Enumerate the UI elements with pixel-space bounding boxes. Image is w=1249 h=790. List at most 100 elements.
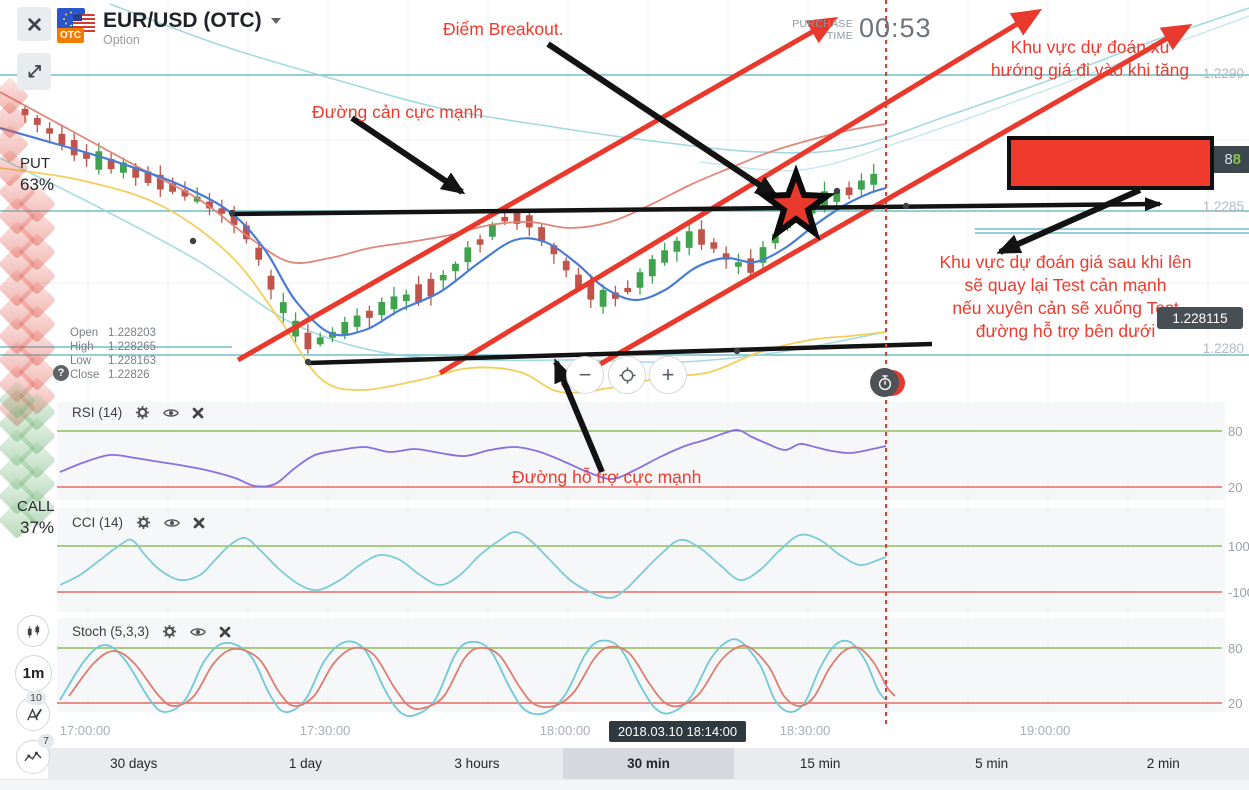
ma-yellow: [0, 167, 887, 394]
indicator-name: RSI (14): [72, 405, 123, 420]
annotation-red-box[interactable]: [1007, 136, 1214, 190]
level-label-lower-0: 20: [1228, 480, 1243, 495]
gear-icon[interactable]: [135, 405, 150, 420]
crosshair-icon: [618, 366, 636, 384]
time-label-18:00:00: 18:00:00: [539, 723, 591, 738]
footer-strip: [0, 779, 1249, 790]
time-label-17:00:00: 17:00:00: [59, 723, 111, 738]
indicators-count-badge: 7: [38, 734, 54, 748]
call-percent: 37%: [20, 518, 55, 537]
star-marker[interactable]: [756, 164, 836, 241]
close-icon[interactable]: [219, 626, 231, 638]
trend-channel-line-0[interactable]: [236, 17, 839, 363]
purchase-time-label: PURCHASE TIME: [792, 18, 853, 42]
annotation-breakout: Điểm Breakout.: [443, 19, 564, 39]
eye-icon[interactable]: [190, 626, 207, 638]
price-label-1.2285: 1.2285: [1202, 199, 1244, 214]
support-trendline[interactable]: [307, 341, 933, 366]
instrument-subtitle: Option: [103, 33, 140, 47]
timeframe-button-2-min[interactable]: 2 min: [1146, 756, 1180, 771]
rsi-line: [59, 429, 887, 488]
stopwatch-icon: [878, 374, 891, 390]
eye-icon[interactable]: [164, 517, 180, 529]
put-label: PUT: [20, 155, 50, 172]
instrument-flag: OTC: [57, 8, 95, 46]
chevron-down-icon: [270, 18, 281, 25]
indicator-name: CCI (14): [72, 515, 124, 530]
timeframe-button-30-min[interactable]: 30 min: [562, 748, 735, 779]
annotation-arrow-1: [546, 41, 780, 199]
level-label-upper-1: 100: [1228, 539, 1249, 554]
candlestick-icon: [27, 624, 39, 638]
price-chart-canvas[interactable]: [0, 0, 1249, 728]
annotation-arrow-0: [350, 115, 466, 195]
help-icon[interactable]: ?: [53, 365, 69, 381]
stoch-d-line: [68, 644, 896, 710]
resistance-trendline[interactable]: [229, 197, 1163, 217]
annotation-resistance: Đường cản cực mạnh: [312, 102, 484, 122]
close-icon: [27, 17, 41, 31]
stoch-k-line: [59, 638, 887, 717]
time-label-17:30:00: 17:30:00: [299, 723, 351, 738]
collapse-icon: [28, 65, 41, 78]
indicator-header-2: Stoch (5,3,3): [72, 624, 231, 639]
ohlc-row-high: High 1.228265: [70, 341, 156, 353]
candles: [21, 105, 878, 354]
zoom-in-button[interactable]: +: [649, 356, 687, 394]
price-label-1.2280: 1.2280: [1202, 341, 1244, 356]
timeframe-button-15-min[interactable]: 15 min: [799, 756, 841, 771]
candle-interval-button[interactable]: 1m: [15, 655, 52, 692]
purchase-countdown: 00:53: [859, 13, 932, 43]
level-label-lower-2: 20: [1228, 696, 1243, 711]
time-label-19:00:00: 19:00:00: [1019, 723, 1071, 738]
indicator-name: Stoch (5,3,3): [72, 624, 150, 639]
annotation-arrow-2: [553, 358, 605, 474]
ohlc-row-close: Close 1.22826: [70, 369, 150, 381]
annotation-support: Đường hỗ trợ cực mạnh: [512, 467, 702, 487]
expiry-marker[interactable]: [868, 367, 905, 399]
instrument-title[interactable]: EUR/USD (OTC): [103, 9, 281, 33]
gear-icon[interactable]: [136, 515, 151, 530]
otc-badge: OTC: [57, 28, 84, 43]
indicator-panel-bg-2: [57, 618, 1225, 712]
close-icon[interactable]: [192, 407, 204, 419]
indicator-header-0: RSI (14): [72, 405, 204, 420]
level-label-upper-0: 80: [1228, 424, 1243, 439]
eye-icon[interactable]: [163, 407, 180, 419]
timeframe-button-3-hours[interactable]: 3 hours: [454, 756, 500, 771]
call-label: CALL: [17, 498, 55, 515]
drawing-tools-icon: [26, 707, 42, 720]
put-percent: 63%: [20, 175, 55, 194]
zoom-out-button[interactable]: −: [566, 356, 604, 394]
chart-type-button[interactable]: [17, 615, 49, 647]
trend-channel-line-1[interactable]: [438, 8, 1043, 376]
indicator-panel-bg-1: [57, 508, 1225, 612]
annotation-retest: Khu vực dự đoán giá sau khi lên sẽ quay …: [939, 252, 1192, 341]
timeframe-button-5-min[interactable]: 5 min: [975, 756, 1009, 771]
cursor-time-badge: 2018.03.10 18:14:00: [609, 721, 746, 742]
price-label-1.2290: 1.2290: [1202, 66, 1244, 81]
cci-line: [59, 531, 887, 599]
level-label-upper-2: 80: [1228, 641, 1243, 656]
indicator-header-1: CCI (14): [72, 515, 205, 530]
time-label-18:30:00: 18:30:00: [779, 723, 831, 738]
ma-salmon: [0, 91, 887, 264]
collapse-chart-button[interactable]: [17, 53, 51, 90]
autoscale-button[interactable]: [608, 356, 646, 394]
gear-icon[interactable]: [162, 624, 177, 639]
annotation-zone-up: Khu vực dự đoán xu hướng giá đi vào khi …: [990, 37, 1190, 80]
annotation-arrow-3: [996, 187, 1142, 255]
indicator-line-icon: [23, 751, 42, 762]
close-chart-button[interactable]: [17, 7, 51, 41]
timeframe-button-1-day[interactable]: 1 day: [288, 756, 322, 771]
ohlc-row-low: Low 1.228163: [70, 355, 156, 367]
close-icon[interactable]: [193, 517, 205, 529]
timeframe-bar: 30 days 1 day 3 hours 30 min 15 min 5 min 2 mi…: [48, 748, 1249, 779]
timeframe-button-30-days[interactable]: 30 days: [110, 756, 158, 771]
ohlc-row-open: Open 1.228203: [70, 327, 156, 339]
drawing-tools-count-badge: 10: [26, 691, 46, 705]
marked-price-badge: 1.228115: [1157, 307, 1243, 329]
indicator-panel-bg-0: [57, 402, 1225, 500]
level-label-lower-1: -100: [1228, 585, 1249, 600]
